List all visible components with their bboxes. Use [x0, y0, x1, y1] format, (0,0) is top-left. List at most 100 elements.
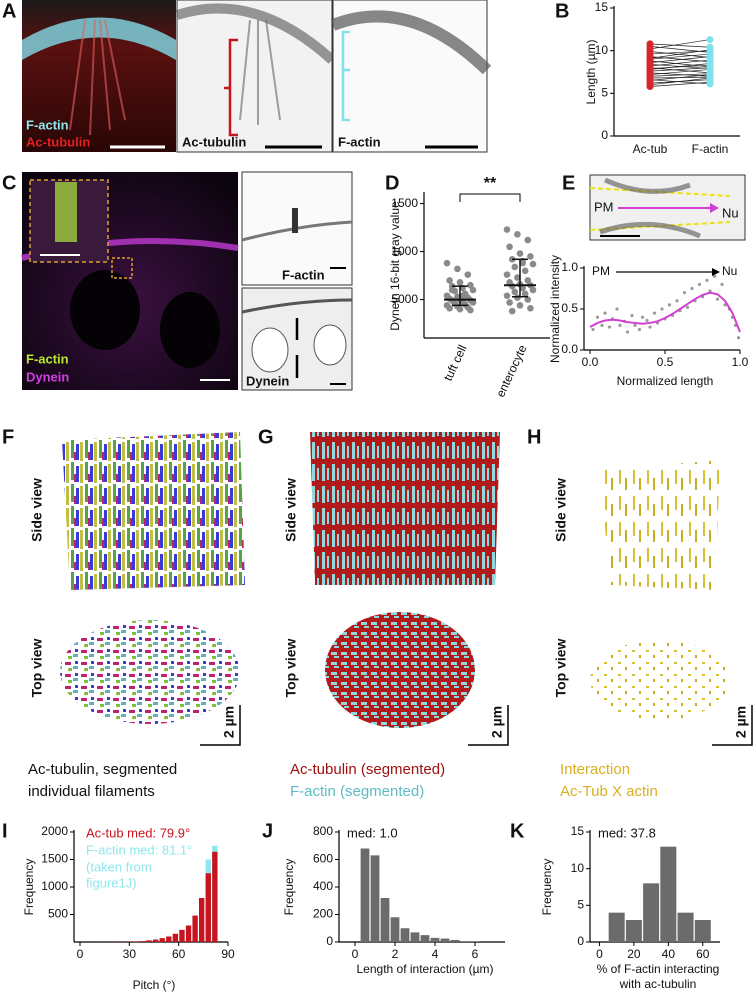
- pair-line: [649, 69, 711, 75]
- point: [646, 42, 654, 50]
- point: [633, 323, 637, 327]
- bar: [185, 925, 192, 942]
- bar: [139, 941, 146, 942]
- y-axis-label: Normalized intensity: [548, 255, 562, 363]
- bar: [205, 873, 211, 942]
- image-label: F-actin: [338, 134, 381, 149]
- render: [60, 620, 240, 724]
- bar: [625, 920, 642, 942]
- point: [646, 54, 654, 62]
- point: [456, 279, 464, 286]
- y-axis-label: Frequency: [282, 859, 296, 916]
- point: [723, 303, 727, 307]
- x-tick-label: 60: [172, 947, 186, 961]
- y-tick-label: 1000: [41, 879, 68, 893]
- y-tick-label: 15: [595, 0, 609, 14]
- point: [503, 226, 511, 233]
- arrowhead: [712, 268, 720, 276]
- point: [637, 327, 642, 332]
- y-tick-label: 5: [577, 898, 584, 912]
- x-tick-label: 6: [472, 947, 479, 961]
- point: [697, 282, 702, 286]
- bar: [380, 898, 390, 942]
- image-band: [241, 298, 353, 314]
- pair-line: [649, 79, 711, 85]
- point: [640, 315, 645, 319]
- overlay-label: F-actin: [26, 117, 69, 132]
- image-detail: [313, 324, 347, 366]
- point: [706, 36, 714, 44]
- point: [706, 46, 714, 54]
- image-detail: [599, 177, 701, 239]
- y-axis-label: Frequency: [22, 859, 36, 916]
- x-tick-label: 30: [123, 947, 137, 961]
- annotation: PM: [592, 264, 610, 278]
- x-tick-label: 0: [596, 947, 603, 961]
- bar: [450, 939, 460, 942]
- pair-line: [649, 53, 711, 60]
- bar: [152, 939, 159, 942]
- bar: [608, 912, 625, 942]
- inset-marker: [111, 257, 133, 279]
- point: [519, 284, 526, 292]
- caption: Interaction: [560, 761, 630, 778]
- bracket: [224, 38, 238, 137]
- point: [514, 231, 521, 238]
- render: [325, 612, 475, 728]
- bar: [370, 855, 380, 942]
- point: [469, 286, 477, 294]
- render: [310, 432, 500, 585]
- point: [456, 305, 464, 313]
- point: [514, 274, 521, 281]
- pair-line: [649, 67, 711, 72]
- y-tick-label: 5000: [391, 292, 418, 306]
- point: [595, 315, 600, 319]
- y-tick-label: 0.5: [561, 301, 578, 315]
- point: [506, 299, 513, 306]
- y-tick-label: 200: [313, 907, 333, 921]
- y-tick-label: 400: [313, 879, 333, 893]
- panel-letter: K: [510, 820, 525, 842]
- point: [467, 306, 474, 314]
- bar: [400, 928, 410, 942]
- panel-letter: H: [527, 426, 541, 448]
- pair-line: [649, 74, 711, 81]
- image-label: F-actin: [282, 267, 325, 282]
- x-tick-label: 0.0: [582, 355, 599, 369]
- x-tick-label: 60: [696, 947, 710, 961]
- y-tick-label: 800: [313, 824, 333, 838]
- bar: [677, 912, 694, 942]
- pair-line: [649, 63, 711, 70]
- y-axis-label: Frequency: [540, 859, 554, 916]
- pair-line: [649, 49, 711, 59]
- overlay-label: F-actin: [26, 351, 69, 366]
- caption: Ac-tubulin (segmented): [290, 761, 445, 778]
- pair-line: [649, 64, 711, 69]
- pair-line: [649, 56, 711, 63]
- point: [529, 260, 537, 268]
- render: [590, 640, 730, 720]
- bar: [166, 936, 172, 942]
- annotation: med: 1.0: [347, 825, 398, 840]
- image-label: PM: [594, 199, 614, 214]
- bar: [159, 938, 165, 942]
- point: [506, 243, 513, 251]
- trend-line: [589, 291, 741, 333]
- point: [503, 292, 511, 300]
- bar: [133, 941, 139, 942]
- panel-letter: G: [258, 426, 274, 448]
- image-detail: [160, 292, 220, 368]
- panel-letter: C: [2, 172, 16, 194]
- panel-letter: E: [562, 172, 575, 194]
- annotation: Nu: [722, 264, 737, 278]
- caption: Ac-tubulin, segmented: [28, 761, 177, 778]
- point: [646, 65, 654, 73]
- point: [682, 291, 687, 295]
- pair-line: [649, 77, 711, 86]
- point: [527, 253, 534, 260]
- pair-line: [649, 43, 711, 48]
- overlay-label: Ac-tubulin: [26, 134, 90, 149]
- y-tick-label: 2000: [41, 824, 68, 838]
- y-tick-label: 5: [601, 86, 608, 100]
- image-detail: [70, 270, 140, 350]
